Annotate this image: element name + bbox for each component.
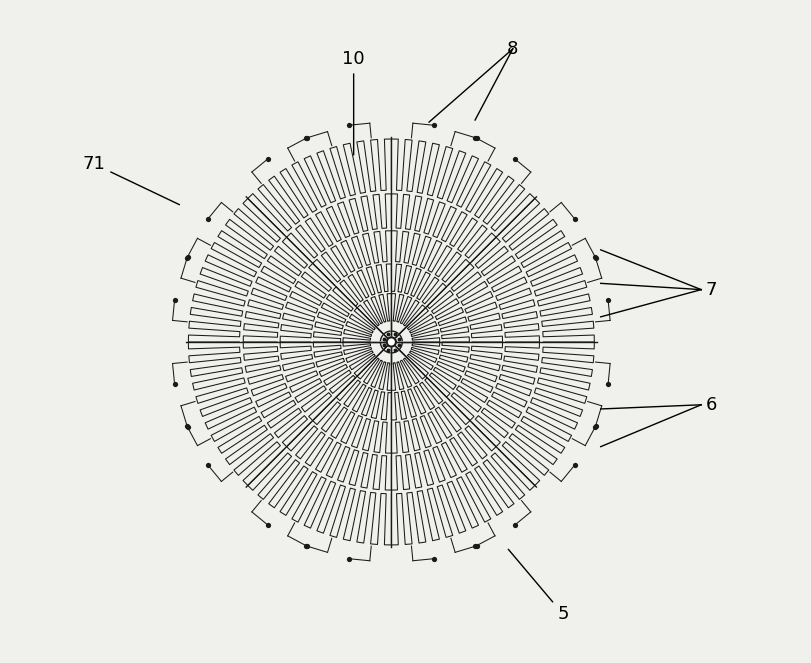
Text: 10: 10 xyxy=(342,50,364,155)
Text: 6: 6 xyxy=(705,396,716,414)
Text: 5: 5 xyxy=(508,549,568,623)
Text: 71: 71 xyxy=(83,155,179,205)
Text: 8: 8 xyxy=(507,40,518,58)
Circle shape xyxy=(386,337,396,347)
Text: 7: 7 xyxy=(705,280,716,298)
